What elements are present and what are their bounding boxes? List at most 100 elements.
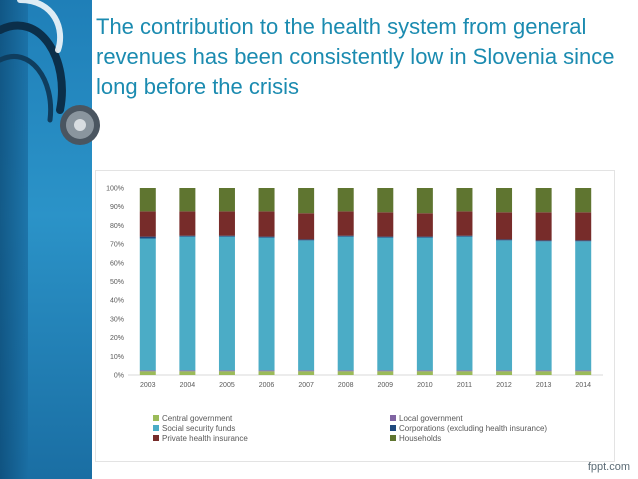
bar-segment [258,371,275,375]
legend-label: Central government [162,414,233,423]
legend-swatch [390,425,396,431]
bar-segment [218,235,235,237]
x-tick-label: 2006 [259,382,275,389]
bar-segment [337,370,354,372]
bar-segment [337,188,354,212]
bar-segment [535,371,552,375]
bar-segment [496,371,513,375]
bar-segment [218,211,235,236]
bar-segment [218,370,235,372]
x-tick-label: 2013 [536,382,552,389]
x-tick-label: 2009 [378,382,394,389]
bar-segment [377,237,394,371]
x-tick-label: 2014 [575,382,591,389]
x-tick-label: 2008 [338,382,354,389]
bar-segment [258,211,275,237]
bar-segment [496,212,513,240]
bar-segment [416,237,433,371]
bar-segment [139,236,156,239]
brand-logo: fppt.com [588,461,630,473]
legend-label: Corporations (excluding health insurance… [399,424,547,433]
bar-segment [575,212,592,241]
x-tick-label: 2007 [298,382,314,389]
legend-swatch [153,435,159,441]
x-tick-label: 2012 [496,382,512,389]
slide-title: The contribution to the health system fr… [96,14,615,99]
bar-segment [218,188,235,212]
decorative-band-shadow [0,0,28,479]
bar-segment [377,370,394,372]
bar-segment [377,236,394,238]
legend-swatch [390,435,396,441]
bar-segment [179,371,196,375]
bar-segment [456,370,473,372]
bar-segment [298,371,315,375]
y-tick-label: 60% [110,260,124,267]
y-tick-label: 10% [110,354,124,361]
bar-segment [377,212,394,237]
bar-segment [179,211,196,236]
y-tick-label: 0% [114,373,124,380]
bar-segment [337,236,354,371]
bar-segment [575,188,592,213]
bar-segment [535,241,552,371]
bar-segment [258,188,275,212]
bar-segment [179,370,196,372]
x-tick-label: 2011 [457,382,472,389]
legend-label: Private health insurance [162,434,248,443]
bar-segment [179,188,196,212]
y-tick-label: 100% [106,186,124,193]
bar-segment [575,370,592,372]
stacked-bar-chart: 0% 10% 20% 30% 40% 50% 60% 70% 80% 90% 100% 2003 200… [106,186,603,443]
x-tick-label: 2005 [219,382,235,389]
bar-segment [179,235,196,237]
bar-segment [416,371,433,375]
bar-segment [575,241,592,371]
brand-text: fppt.com [587,461,630,473]
bar-segment [337,371,354,375]
bar-segment [139,211,156,237]
bar-segment [416,213,433,237]
y-tick-label: 50% [110,279,124,286]
bar-segment [139,238,156,371]
bar-segment [139,371,156,375]
bar-segment [139,188,156,212]
bar-segment [139,370,156,372]
legend-swatch [153,425,159,431]
bar-segment [416,370,433,372]
y-tick-label: 80% [110,223,124,230]
bar-segment [298,188,315,214]
y-tick-label: 90% [110,204,124,211]
bar-segment [258,370,275,372]
bar-segment [535,240,552,242]
legend-label: Social security funds [162,424,235,433]
bar-segment [258,237,275,371]
legend-swatch [153,415,159,421]
x-tick-label: 2003 [140,382,156,389]
bar-segment [298,239,315,241]
y-tick-label: 20% [110,335,124,342]
bar-segment [456,235,473,237]
bar-segment [337,235,354,237]
bar-segment [496,239,513,241]
bar-segment [456,188,473,212]
bar-segment [218,371,235,375]
bar-segment [298,213,315,240]
bar-segment [377,188,394,213]
bar-segment [496,370,513,372]
bar-segment [575,371,592,375]
y-tick-label: 40% [110,298,124,305]
x-tick-label: 2010 [417,382,433,389]
bar-segment [337,211,354,236]
bar-segment [298,240,315,371]
legend-label: Local government [399,414,463,423]
bar-segment [575,240,592,242]
bar-segment [377,371,394,375]
bar-segment [298,370,315,372]
y-tick-label: 30% [110,316,124,323]
bar-segment [535,370,552,372]
bar-segment [496,188,513,213]
bar-segment [456,211,473,236]
stethoscope-icon [0,0,100,145]
legend-swatch [390,415,396,421]
